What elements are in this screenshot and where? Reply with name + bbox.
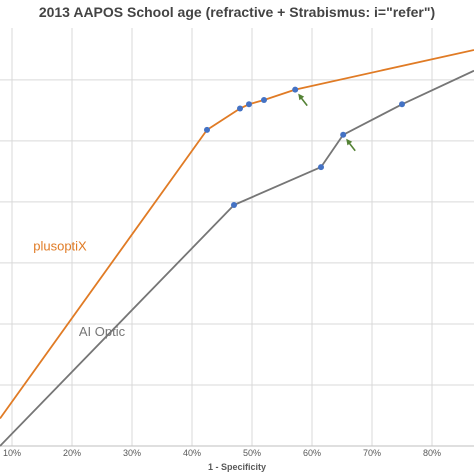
annotation-arrowhead: [346, 138, 353, 146]
data-point-ai-optic: [399, 101, 405, 108]
x-axis-label: 1 - Specificity: [208, 462, 266, 472]
x-tick-label: 60%: [303, 448, 321, 458]
x-tick-label: 10%: [3, 448, 21, 458]
x-tick-label: 30%: [123, 448, 141, 458]
x-tick-labels: 10% 20% 30% 40% 50% 60% 70% 80%: [3, 448, 441, 458]
data-point-ai-optic: [318, 164, 324, 171]
x-tick-label: 50%: [243, 448, 261, 458]
data-point-plusoptix: [292, 86, 299, 93]
series-labels: plusoptiX AI Optic: [33, 239, 125, 339]
series-label: AI Optic: [79, 324, 126, 339]
data-point-plusoptix: [237, 105, 243, 112]
data-point-plusoptix: [204, 126, 210, 133]
x-tick-label: 40%: [183, 448, 201, 458]
x-tick-label: 80%: [423, 448, 441, 458]
x-tick-label: 20%: [63, 448, 81, 458]
data-point-plusoptix: [246, 101, 252, 108]
annotations: [298, 93, 356, 152]
annotation-arrowhead: [298, 93, 305, 101]
series-line-ai-optic: [0, 69, 474, 447]
data-point-ai-optic: [231, 201, 237, 208]
chart-title: 2013 AAPOS School age (refractive + Stra…: [39, 4, 435, 20]
series-markers: [204, 86, 405, 208]
grid: [0, 28, 474, 447]
data-point-plusoptix: [261, 97, 267, 104]
data-point-ai-optic: [340, 131, 347, 138]
series-label: plusoptiX: [33, 239, 87, 254]
x-tick-label: 70%: [363, 448, 381, 458]
